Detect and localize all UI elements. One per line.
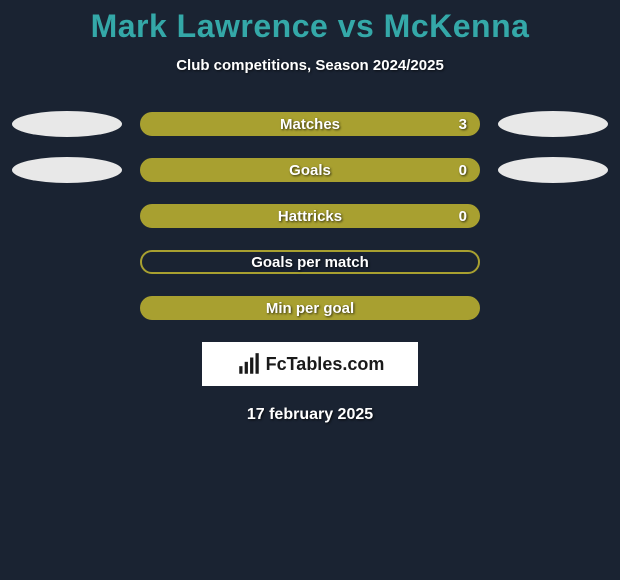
logo-text: FcTables.com	[266, 354, 385, 375]
logo-box: FcTables.com	[202, 342, 418, 386]
right-ellipse	[498, 157, 608, 183]
left-ellipse	[12, 111, 122, 137]
subtitle: Club competitions, Season 2024/2025	[0, 57, 620, 74]
stat-row: Min per goal	[0, 296, 620, 320]
date-text: 17 february 2025	[0, 406, 620, 424]
stat-label: Goals	[289, 162, 331, 179]
stat-value: 3	[459, 116, 467, 133]
logo-content: FcTables.com	[236, 351, 385, 377]
stat-bar: Goals per match	[140, 250, 480, 274]
page-title: Mark Lawrence vs McKenna	[0, 8, 620, 45]
stat-bar: Matches 3	[140, 112, 480, 136]
stat-label: Min per goal	[266, 300, 354, 317]
right-ellipse	[498, 111, 608, 137]
stat-bar: Min per goal	[140, 296, 480, 320]
left-ellipse	[12, 157, 122, 183]
stat-bar: Hattricks 0	[140, 204, 480, 228]
stat-value: 0	[459, 208, 467, 225]
stats-area: Matches 3 Goals 0 Hattricks 0 Goals per match M…	[0, 112, 620, 320]
chart-icon	[236, 351, 262, 377]
stat-label: Matches	[280, 116, 340, 133]
stat-label: Goals per match	[251, 254, 369, 271]
stat-row: Matches 3	[0, 112, 620, 136]
stat-row: Hattricks 0	[0, 204, 620, 228]
stat-value: 0	[459, 162, 467, 179]
stats-card: Mark Lawrence vs McKenna Club competitio…	[0, 0, 620, 424]
stat-row: Goals per match	[0, 250, 620, 274]
stat-bar: Goals 0	[140, 158, 480, 182]
stat-row: Goals 0	[0, 158, 620, 182]
stat-label: Hattricks	[278, 208, 342, 225]
